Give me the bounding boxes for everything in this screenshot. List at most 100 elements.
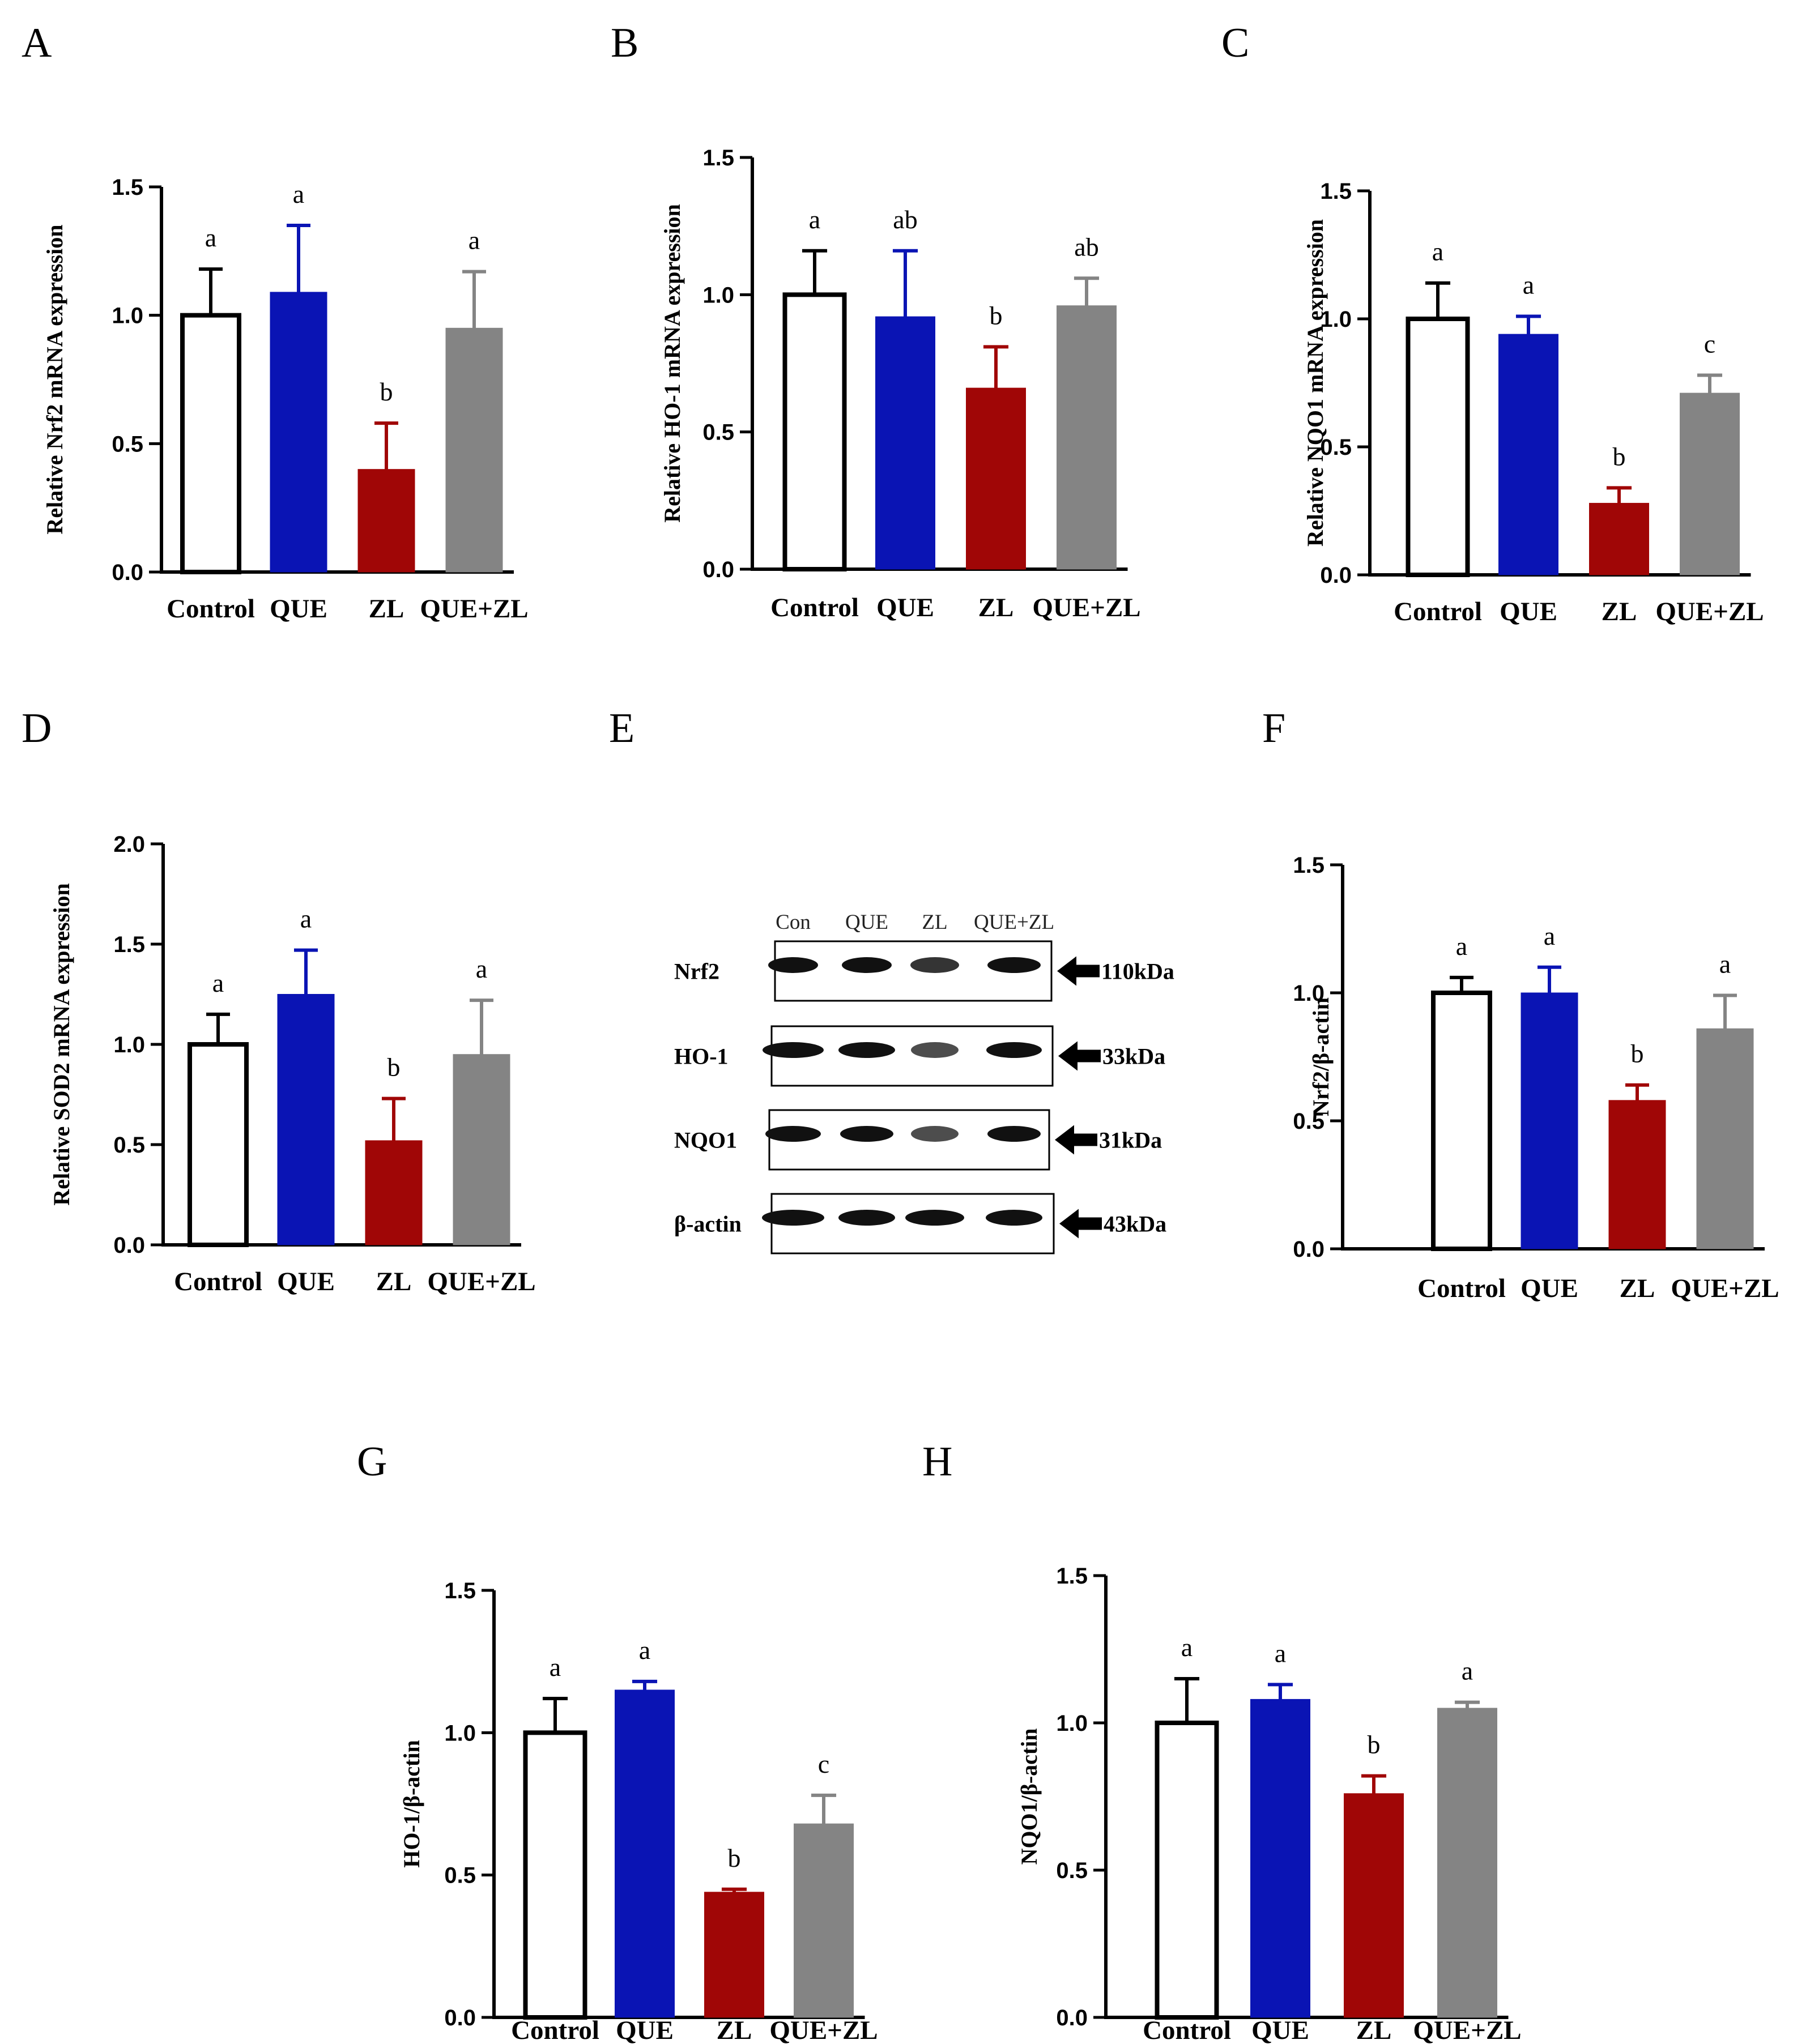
blot-kda-label: 33kDa [1102,1044,1165,1069]
x-category-label: QUE [277,1267,335,1296]
y-tick-label: 1.0 [444,1721,476,1746]
x-category-label: QUE+ZL [769,2016,878,2044]
blot-band [987,957,1041,973]
x-category-label: QUE+ZL [1671,1274,1779,1303]
y-tick-label: 0.0 [113,1233,145,1258]
blot-kda-label: 43kDa [1104,1211,1166,1237]
x-category-label: QUE+ZL [427,1267,535,1296]
x-category-label: QUE+ZL [1413,2016,1521,2044]
significance-letter: b [728,1844,741,1872]
blot-band [911,1042,959,1058]
y-tick-label: 0.0 [1056,2005,1088,2030]
y-tick-label: 0.5 [112,432,143,456]
blot-kda-label: 110kDa [1101,959,1174,984]
x-category-label: ZL [1602,597,1637,626]
panel-letter-F: F [1262,705,1285,752]
blot-row-label: β-actin [674,1211,742,1237]
blot-band [762,1210,824,1226]
significance-letter: a [469,226,480,255]
blot-strip [768,1109,1050,1171]
bar-que-zl [1696,1028,1754,1249]
panel-letter-G: G [357,1439,387,1485]
y-axis-title: NQO1/β-actin [1016,1728,1042,1864]
blot-arrow-icon [1058,1041,1101,1071]
y-tick-label: 0.0 [702,557,734,582]
chart-panel-C: 0.0 0.5 1.0 1.5 Relative NQO1 mRNA expressio… [1302,179,1764,626]
significance-letter: b [1631,1039,1644,1068]
significance-letter: a [1432,237,1443,266]
significance-letter: a [476,954,487,983]
x-category-label: QUE [1521,1274,1578,1303]
x-category-label: QUE [616,2016,674,2044]
x-category-label: QUE+ZL [1032,593,1140,622]
x-category-label: Control [167,594,255,624]
bar-que [1521,992,1578,1249]
significance-letter: ab [1074,232,1098,261]
blot-lane-label: QUE+ZL [974,911,1054,934]
y-axis-title: Relative SOD2 mRNA expression [49,883,74,1205]
blot-band [838,1210,895,1226]
chart-panel-F: 0.0 0.5 1.0 1.5 Nrf2/β-actin a Control a QUE b ZL a… [1293,853,1779,1303]
y-tick-label: 0.0 [444,2005,476,2030]
significance-letter: a [1275,1638,1286,1667]
panel-letter-D: D [22,705,52,752]
significance-letter: c [818,1749,829,1778]
y-tick-label: 0.5 [113,1133,145,1158]
x-category-label: QUE [1251,2016,1309,2044]
significance-letter: b [1368,1730,1381,1759]
x-category-label: ZL [369,594,404,624]
bar-que [1250,1699,1310,2018]
x-category-label: QUE+ZL [420,594,528,624]
y-axis-title: Nrf2/β-actin [1308,997,1334,1116]
y-tick-label: 1.5 [113,932,145,957]
blot-band [768,957,818,973]
y-tick-label: 0.0 [1320,563,1352,588]
bar-que [277,994,335,1245]
blot-band [986,1042,1042,1058]
bar-zl [966,387,1026,570]
significance-letter: ab [893,205,917,234]
blot-strip [770,1025,1054,1087]
bar-que-zl [453,1054,510,1245]
x-category-label: QUE [876,593,934,622]
chart-panel-G: 0.0 0.5 1.0 1.5 HO-1/β-actin a Control a QUE b ZL c… [399,1578,878,2044]
x-category-label: QUE [270,594,327,624]
panel-letter-C: C [1221,20,1249,66]
chart-panel-D: 0.0 0.5 1.0 1.5 2.0 Relative SOD2 mRNA expres… [49,832,536,1296]
significance-letter: b [387,1053,401,1082]
blot-row-label: HO-1 [674,1044,729,1069]
x-category-label: ZL [978,593,1014,622]
significance-letter: c [1704,329,1715,358]
significance-letter: a [205,223,216,252]
blot-band [910,957,959,973]
bar-que-zl [1437,1708,1497,2018]
bar-control [1155,1721,1219,2020]
chart-panel-A: 0.0 0.5 1.0 1.5 Relative Nrf2 mRNA expressio… [42,175,529,624]
chart-panel-B: 0.0 0.5 1.0 1.5 Relative HO-1 mRNA expressio… [659,146,1141,622]
bar-que [615,1689,675,2018]
x-category-label: ZL [717,2016,752,2044]
bar-control [782,292,847,571]
panel-letter-H: H [922,1439,952,1485]
y-axis-title: Relative HO-1 mRNA expression [659,204,685,523]
x-category-label: Control [1143,2016,1231,2044]
panel-letter-B: B [611,20,638,66]
blot-arrow-icon [1055,1125,1097,1155]
blot-band [842,957,892,973]
chart-panel-H: 0.0 0.5 1.0 1.5 NQO1/β-actin a Control a QUE b ZL a… [1016,1564,1522,2044]
significance-letter: a [212,968,224,997]
y-axis-title: Relative Nrf2 mRNA expression [42,225,67,535]
y-tick-label: 1.0 [1320,307,1352,332]
x-category-label: Control [174,1267,262,1296]
x-category-label: QUE [1500,597,1557,626]
bar-que-zl [1680,392,1740,575]
blot-lane-label: Con [776,911,811,934]
y-axis-title: Relative NQO1 mRNA expression [1302,219,1328,547]
y-tick-label: 1.0 [1056,1711,1088,1736]
y-tick-label: 1.0 [113,1032,145,1057]
blot-row-label: Nrf2 [674,959,719,984]
panel-letter-E: E [609,705,634,752]
blot-band [763,1042,824,1058]
y-axis-title: HO-1/β-actin [399,1740,424,1868]
y-tick-label: 0.0 [112,560,143,585]
